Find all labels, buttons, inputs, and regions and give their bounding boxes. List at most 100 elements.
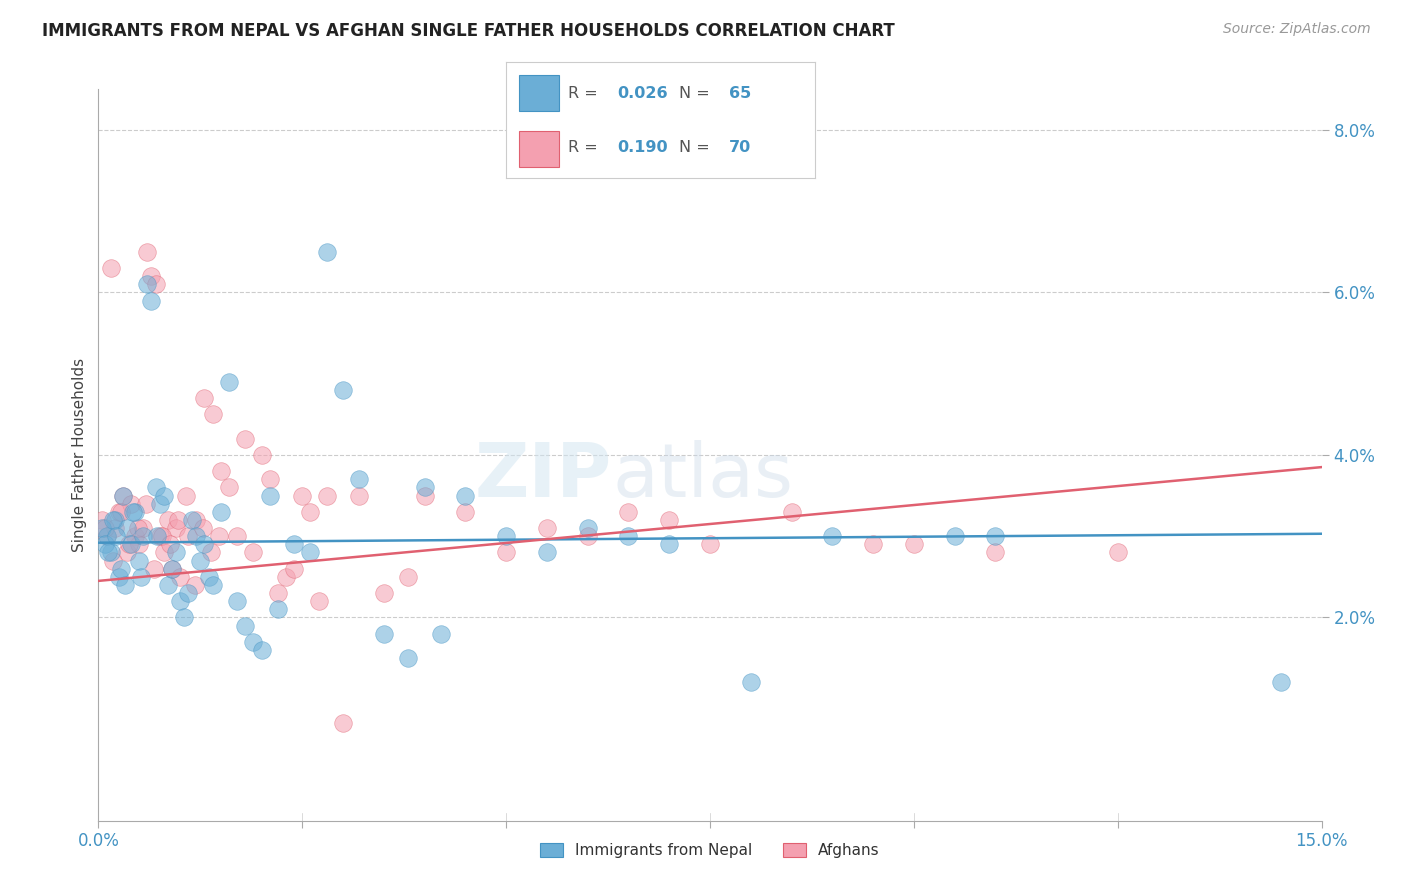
Point	[903, 537, 925, 551]
Point	[536, 521, 558, 535]
Point	[430, 626, 453, 640]
Text: 0.026: 0.026	[617, 86, 668, 101]
Point	[135, 497, 157, 511]
Point	[145, 480, 167, 494]
Point	[104, 521, 127, 535]
Point	[315, 489, 337, 503]
Point	[349, 489, 371, 503]
Point	[862, 537, 884, 551]
Y-axis label: Single Father Households: Single Father Households	[72, 358, 87, 552]
Point	[169, 594, 191, 608]
Point	[658, 537, 681, 551]
Point	[183, 578, 205, 592]
Point	[129, 570, 152, 584]
Text: IMMIGRANTS FROM NEPAL VS AFGHAN SINGLE FATHER HOUSEHOLDS CORRELATION CHART: IMMIGRANTS FROM NEPAL VS AFGHAN SINGLE F…	[42, 22, 896, 40]
Point	[186, 529, 208, 543]
Text: R =: R =	[568, 86, 603, 101]
Point	[201, 407, 224, 421]
Point	[242, 635, 264, 649]
FancyBboxPatch shape	[519, 131, 558, 167]
Point	[96, 529, 118, 543]
Point	[101, 553, 124, 567]
Point	[94, 537, 117, 551]
Point	[156, 578, 179, 592]
Text: 70: 70	[728, 140, 751, 155]
Point	[197, 570, 219, 584]
Point	[100, 260, 122, 275]
Point	[150, 529, 173, 543]
Point	[413, 489, 436, 503]
Point	[177, 529, 200, 543]
Point	[118, 537, 141, 551]
Point	[821, 529, 844, 543]
Point	[115, 521, 138, 535]
Point	[100, 545, 122, 559]
Point	[1270, 675, 1292, 690]
Point	[299, 505, 322, 519]
Point	[233, 618, 256, 632]
Point	[283, 562, 305, 576]
Point	[165, 521, 187, 535]
Point	[188, 553, 212, 567]
Legend: Immigrants from Nepal, Afghans: Immigrants from Nepal, Afghans	[534, 837, 886, 864]
Point	[193, 537, 215, 551]
Text: Source: ZipAtlas.com: Source: ZipAtlas.com	[1223, 22, 1371, 37]
Point	[332, 383, 354, 397]
Point	[373, 586, 395, 600]
Point	[149, 497, 172, 511]
Point	[495, 529, 517, 543]
Point	[218, 375, 240, 389]
Point	[120, 537, 142, 551]
Point	[209, 505, 232, 519]
Point	[159, 537, 181, 551]
Point	[160, 562, 183, 576]
Point	[91, 513, 114, 527]
Point	[226, 594, 249, 608]
Text: N =: N =	[679, 86, 716, 101]
FancyBboxPatch shape	[519, 75, 558, 112]
Point	[127, 521, 149, 535]
Point	[699, 537, 721, 551]
Point	[124, 505, 146, 519]
Point	[495, 545, 517, 559]
Point	[373, 626, 395, 640]
Point	[111, 489, 134, 503]
Point	[943, 529, 966, 543]
Point	[149, 529, 172, 543]
Point	[283, 537, 305, 551]
Point	[413, 480, 436, 494]
Point	[201, 578, 224, 592]
Text: ZIP: ZIP	[475, 441, 612, 514]
Point	[617, 505, 640, 519]
Point	[191, 521, 214, 535]
Point	[156, 513, 179, 527]
Text: 65: 65	[728, 86, 751, 101]
Point	[780, 505, 803, 519]
Point	[181, 513, 204, 527]
Point	[141, 269, 163, 284]
Point	[308, 594, 330, 608]
Text: R =: R =	[568, 140, 603, 155]
Point	[984, 529, 1007, 543]
Point	[250, 448, 273, 462]
Point	[208, 529, 231, 543]
Point	[396, 570, 419, 584]
Point	[128, 553, 150, 567]
Point	[226, 529, 249, 543]
Point	[984, 545, 1007, 559]
Point	[332, 716, 354, 731]
Point	[96, 529, 118, 543]
Point	[136, 277, 159, 292]
Point	[124, 529, 146, 543]
Point	[177, 586, 200, 600]
Point	[167, 513, 190, 527]
Point	[169, 570, 191, 584]
Text: atlas: atlas	[612, 441, 793, 514]
Point	[136, 244, 159, 259]
Point	[101, 513, 124, 527]
Point	[267, 586, 290, 600]
Point	[242, 545, 264, 559]
Point	[128, 537, 150, 551]
Point	[218, 480, 240, 494]
Point	[193, 391, 215, 405]
